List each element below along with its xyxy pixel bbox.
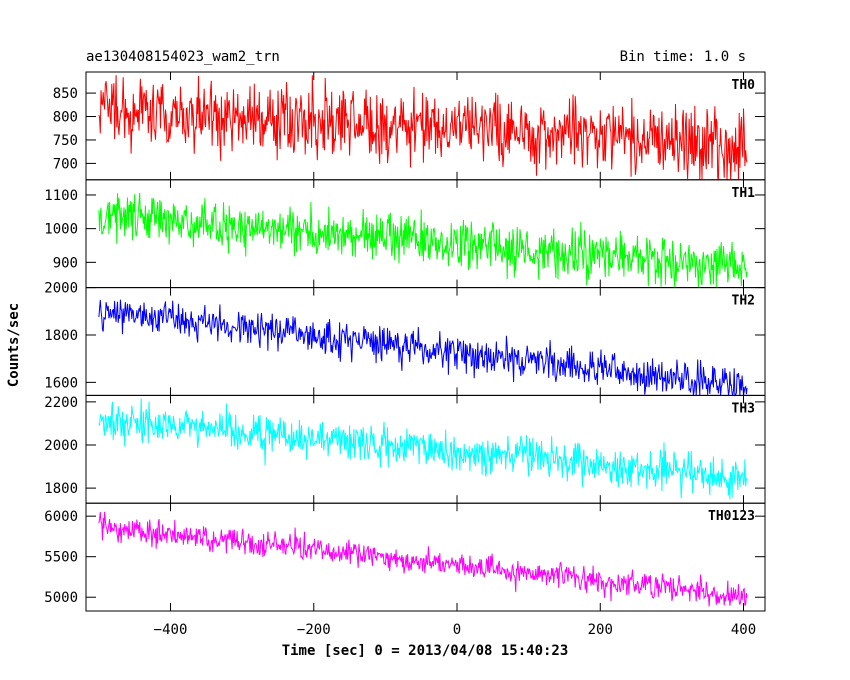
panel-frame xyxy=(85,502,766,612)
panel-th0: 700 750 800 850 TH0 xyxy=(53,71,766,181)
series-line-th1 xyxy=(98,192,748,288)
panel-th0123: 5000 5500 6000 TH0123 xyxy=(44,502,766,612)
y-tick-label: 1800 xyxy=(44,328,78,344)
y-tick-label: 1000 xyxy=(44,222,78,238)
y-tick-label: 2000 xyxy=(44,281,78,297)
file-name-label: ae130408154023_wam2_trn xyxy=(86,49,280,65)
y-tick-label: 2000 xyxy=(44,438,78,454)
x-axis-title: Time [sec] 0 = 2013/04/08 15:40:23 xyxy=(282,643,569,659)
x-tick-label: 0 xyxy=(453,622,461,638)
x-tick-label: −200 xyxy=(297,622,331,638)
panel-frame xyxy=(85,179,766,289)
panel-label: TH2 xyxy=(732,294,755,309)
panel-label: TH0123 xyxy=(708,509,755,524)
y-tick-label: 750 xyxy=(53,133,78,149)
panel-label: TH1 xyxy=(732,186,756,201)
series-line-th3 xyxy=(98,398,748,500)
y-tick-label: 6000 xyxy=(44,509,78,525)
y-tick-label: 2200 xyxy=(44,395,78,411)
series-line-th0 xyxy=(98,75,748,180)
y-tick-label: 1100 xyxy=(44,188,78,204)
series-line-th0123 xyxy=(98,511,748,607)
series-line-th2 xyxy=(98,299,748,397)
x-tick-label: −400 xyxy=(154,622,188,638)
bin-time-label: Bin time: 1.0 s xyxy=(620,49,746,65)
y-tick-label: 1600 xyxy=(44,375,78,391)
panel-label: TH3 xyxy=(732,401,755,416)
panel-th3: 1800 2000 2200 TH3 xyxy=(44,395,766,504)
y-tick-label: 850 xyxy=(53,86,78,102)
y-axis-title: Counts/sec xyxy=(6,303,22,387)
panel-label: TH0 xyxy=(732,78,756,93)
panel-th2: 1600 1800 2000 TH2 xyxy=(44,281,766,397)
panels-group: 700 750 800 850 TH0 900 1000 1100 TH1 1600 1800 200… xyxy=(44,71,766,612)
y-tick-label: 5000 xyxy=(44,590,78,606)
x-tick-label: 200 xyxy=(588,622,613,638)
y-tick-label: 800 xyxy=(53,110,78,126)
y-tick-label: 700 xyxy=(53,156,78,172)
x-axis: −400 −200 0 200 400 xyxy=(154,622,757,638)
y-tick-label: 1800 xyxy=(44,481,78,497)
y-tick-label: 900 xyxy=(53,255,78,271)
x-tick-label: 400 xyxy=(731,622,756,638)
panel-th1: 900 1000 1100 TH1 xyxy=(44,179,766,289)
y-tick-label: 5500 xyxy=(44,550,78,566)
